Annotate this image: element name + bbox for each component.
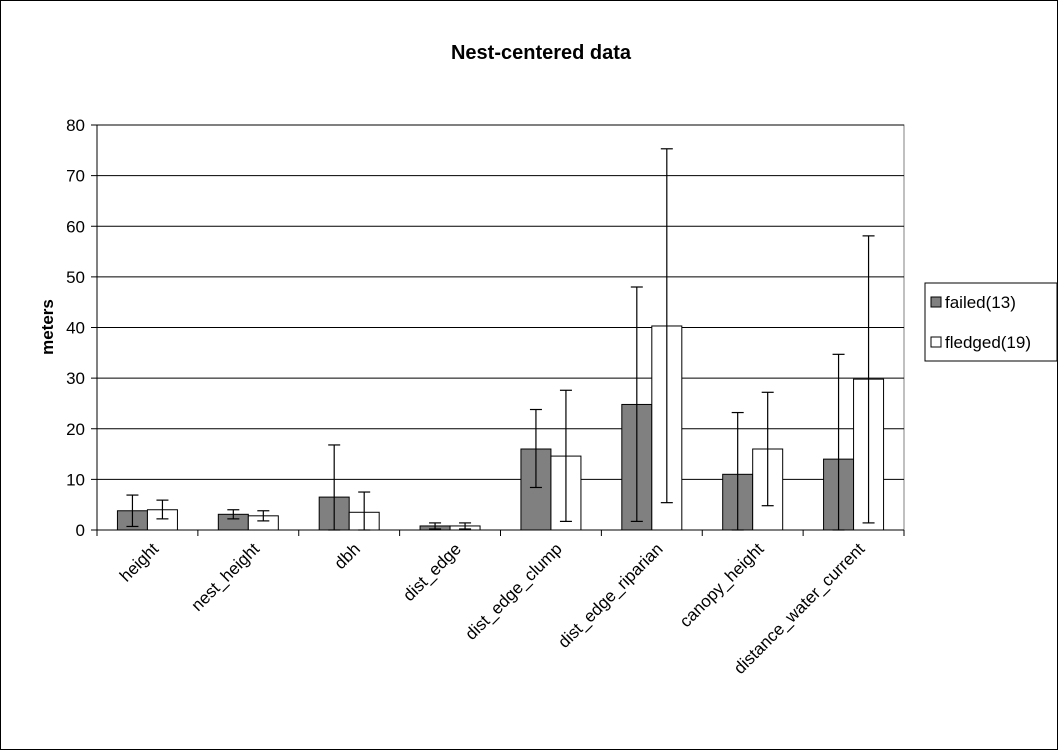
legend-swatch-failed xyxy=(930,296,942,308)
legend-label-failed: failed(13) xyxy=(945,293,1016,312)
x-tick-label: dist_edge_clump xyxy=(461,539,565,643)
bars xyxy=(116,325,885,531)
x-tick-label: dist_edge_riparian xyxy=(554,539,666,651)
error-bars xyxy=(126,148,875,531)
legend-box xyxy=(924,282,1057,362)
legend-swatch-fledged xyxy=(930,336,942,348)
y-tick-label: 30 xyxy=(66,369,85,388)
y-tick-label: 50 xyxy=(66,268,85,287)
y-axis-label: meters xyxy=(38,299,57,355)
y-tick-label: 40 xyxy=(66,319,85,338)
y-tick-label: 70 xyxy=(66,167,85,186)
x-tick-labels: height nest_height dbh dist_edgedist_edge_c… xyxy=(116,539,869,678)
y-tick-labels: 0 10 20 30 40 50 60 70 80 xyxy=(66,116,85,540)
legend-label-fledged: fledged(19) xyxy=(945,333,1031,352)
legend: failed(13) fledged(19) xyxy=(924,282,1057,362)
x-tick-label: height xyxy=(116,539,162,585)
y-tick-label: 20 xyxy=(66,420,85,439)
axes xyxy=(91,124,905,536)
y-tick-label: 0 xyxy=(76,521,85,540)
x-tick-label: canopy_height xyxy=(676,539,768,631)
x-tick-label: nest_height xyxy=(188,539,264,615)
x-tick-label: dbh xyxy=(331,539,364,572)
y-tick-label: 60 xyxy=(66,217,85,236)
y-tick-label: 80 xyxy=(66,116,85,135)
x-tick-label: dist_edge xyxy=(399,539,465,605)
y-tick-label: 10 xyxy=(66,470,85,489)
chart-title: Nest-centered data xyxy=(451,42,632,64)
gridlines xyxy=(97,124,904,480)
